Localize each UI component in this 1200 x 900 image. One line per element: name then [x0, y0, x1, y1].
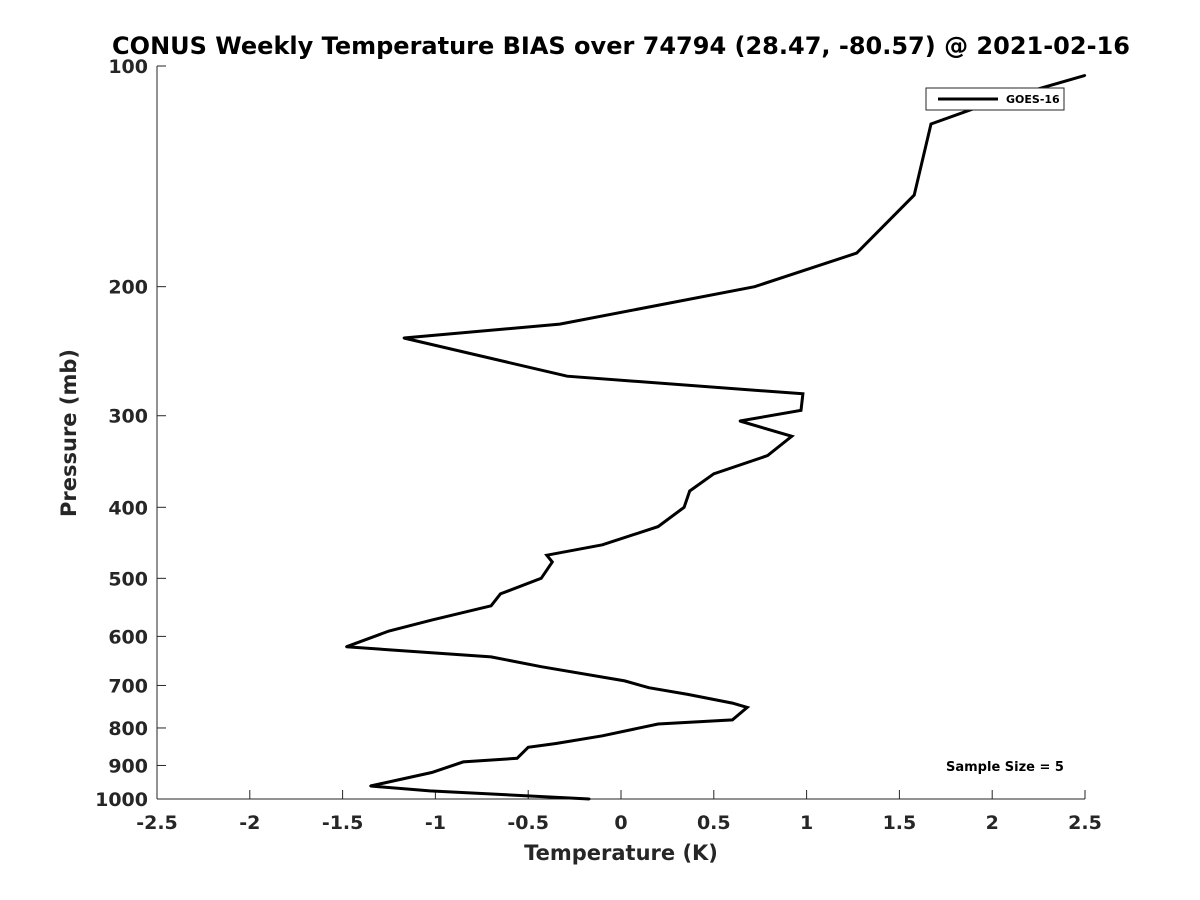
x-axis-label: Temperature (K)	[524, 841, 718, 865]
data-point	[656, 722, 660, 726]
data-point	[647, 686, 650, 689]
data-point	[545, 554, 548, 557]
data-point	[682, 506, 686, 509]
x-tick-label: -2.5	[136, 812, 178, 834]
data-point	[929, 122, 933, 126]
series-layer	[345, 73, 1087, 801]
x-tick-label: -0.5	[507, 812, 549, 834]
chart-title: CONUS Weekly Temperature BIAS over 74794…	[112, 32, 1130, 60]
data-point	[540, 665, 543, 668]
data-point	[855, 251, 858, 255]
data-point	[712, 472, 715, 475]
y-tick-label: 500	[108, 568, 148, 590]
y-tick-label: 300	[108, 406, 148, 428]
data-point	[688, 489, 691, 493]
x-tick-label: 0.5	[697, 812, 731, 834]
x-tick-label: 0	[614, 812, 627, 834]
data-point	[801, 392, 805, 395]
plot-area: -2.5 -2 -1.5 -1 -0.5 0 0.5 1 1.5 2 2.5 100 200 300 40…	[95, 56, 1102, 834]
data-point	[738, 419, 741, 423]
data-point	[554, 742, 558, 745]
data-point	[402, 336, 405, 340]
data-point	[799, 409, 803, 412]
data-point	[430, 618, 433, 622]
x-ticks: -2.5 -2 -1.5 -1 -0.5 0 0.5 1 1.5 2 2.5	[136, 790, 1102, 834]
data-point	[462, 760, 465, 764]
data-point	[766, 454, 769, 457]
data-point	[428, 789, 431, 793]
data-point	[623, 679, 626, 683]
data-point	[731, 718, 734, 722]
data-point	[656, 525, 660, 528]
data-point	[588, 797, 591, 801]
data-point	[753, 285, 756, 288]
y-tick-label: 100	[108, 56, 148, 78]
data-point	[540, 577, 543, 580]
x-tick-label: -1	[425, 812, 446, 834]
data-point	[746, 706, 749, 709]
legend: GOES-16	[925, 87, 1065, 111]
data-point	[527, 746, 530, 749]
x-tick-label: 2.5	[1068, 812, 1102, 834]
legend-label-goes-16: GOES-16	[1006, 93, 1060, 106]
x-tick-label: -1.5	[322, 812, 364, 834]
data-point	[686, 693, 689, 696]
data-point	[566, 375, 569, 378]
x-tick-label: 1	[800, 812, 813, 834]
x-tick-label: 2	[986, 812, 999, 834]
data-point	[601, 734, 604, 737]
data-point	[489, 655, 493, 659]
data-point	[489, 604, 493, 607]
sample-size-annotation: Sample Size = 5	[946, 760, 1064, 775]
data-point	[345, 645, 348, 648]
data-point	[369, 784, 372, 788]
data-point	[601, 543, 604, 546]
y-axis-label: Pressure (mb)	[57, 349, 81, 517]
y-tick-label: 900	[108, 755, 148, 777]
y-tick-label: 700	[108, 675, 148, 697]
data-point	[515, 757, 519, 760]
y-tick-label: 1000	[95, 789, 148, 811]
y-ticks: 100 200 300 400 500 600 700 800 900 1000	[95, 56, 166, 811]
data-point	[913, 193, 916, 197]
data-point	[1083, 74, 1087, 77]
data-point	[790, 435, 793, 438]
y-tick-label: 600	[108, 626, 148, 648]
data-point	[551, 560, 554, 564]
data-point	[731, 701, 734, 705]
x-tick-label: 1.5	[883, 812, 917, 834]
y-tick-label: 800	[108, 718, 148, 740]
data-point	[499, 592, 502, 596]
y-tick-label: 400	[108, 497, 148, 519]
y-tick-label: 200	[108, 277, 148, 299]
data-point	[387, 629, 391, 633]
data-point	[430, 771, 433, 774]
x-tick-label: -2	[239, 812, 260, 834]
data-point	[558, 322, 561, 326]
